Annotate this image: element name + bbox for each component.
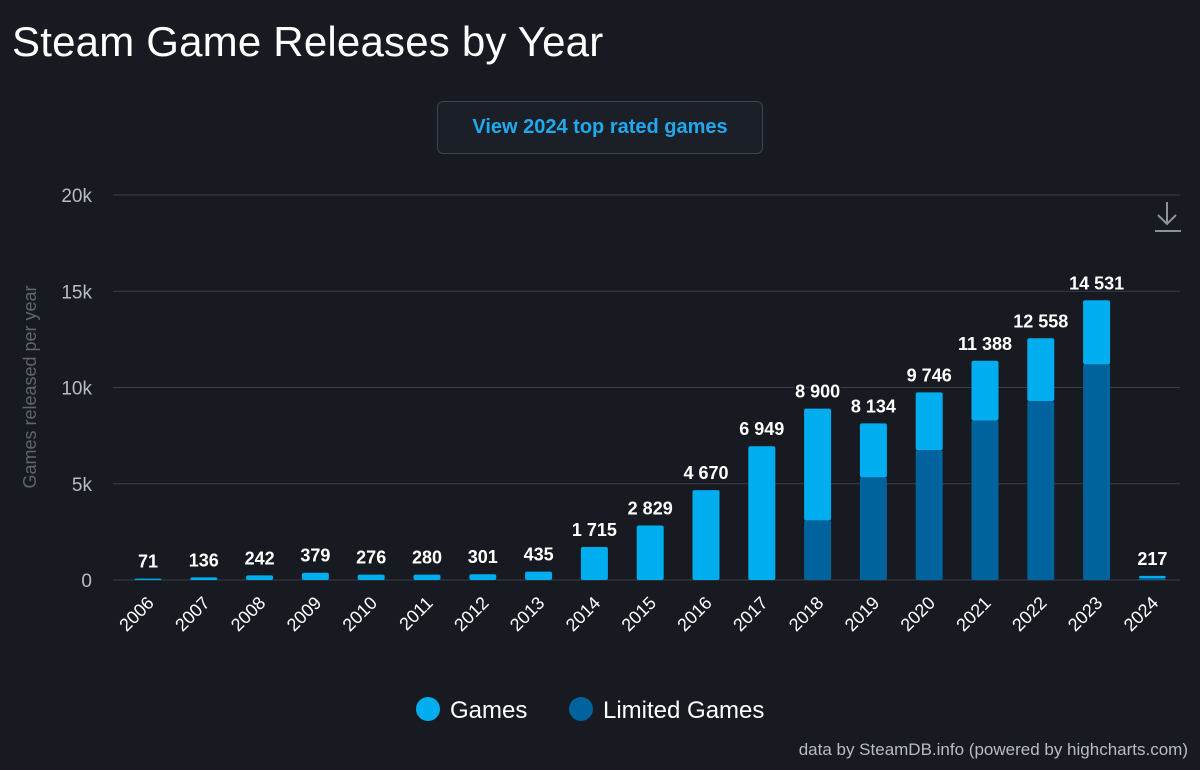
x-tick-label-2016: 2016 xyxy=(673,593,715,635)
bar-limited-games-2024[interactable] xyxy=(1138,577,1166,580)
bar-games-2018[interactable] xyxy=(804,408,832,521)
legend: Games Limited Games xyxy=(416,697,764,724)
bar-games-2008[interactable] xyxy=(246,575,274,580)
data-label-2006: 71 xyxy=(138,552,158,572)
data-label-2022: 12 558 xyxy=(1013,311,1068,331)
bar-limited-games-2018[interactable] xyxy=(804,520,832,580)
data-label-2021: 11 388 xyxy=(958,334,1012,354)
bar-limited-games-2021[interactable] xyxy=(971,420,999,580)
bar-games-2009[interactable] xyxy=(301,572,329,580)
data-label-2015: 2 829 xyxy=(628,499,673,519)
x-tick-label-2010: 2010 xyxy=(339,593,381,635)
top-rated-games-button[interactable]: View 2024 top rated games xyxy=(437,101,763,154)
download-icon[interactable] xyxy=(1151,196,1185,234)
data-labels: 71 136 242 379 276 280 301 435 1 715 2 829 4 670 6 … xyxy=(136,272,1168,573)
x-tick-label-2014: 2014 xyxy=(562,593,604,635)
y-tick-label: 10k xyxy=(61,379,92,400)
bar-games-2012[interactable] xyxy=(469,574,497,580)
bar-games-2006[interactable] xyxy=(134,578,162,580)
data-label-2012: 301 xyxy=(468,547,498,567)
legend-games-label[interactable]: Games xyxy=(450,697,527,724)
data-label-2016: 4 670 xyxy=(683,463,728,483)
x-tick-label-2006: 2006 xyxy=(115,593,157,635)
x-tick-label-2012: 2012 xyxy=(450,593,492,635)
bar-games-2013[interactable] xyxy=(525,571,553,580)
bar-series xyxy=(134,300,1166,580)
bar-limited-games-2022[interactable] xyxy=(1027,401,1055,580)
data-label-2019: 8 134 xyxy=(851,396,896,416)
data-label-2023: 14 531 xyxy=(1069,273,1124,293)
x-tick-label-2022: 2022 xyxy=(1008,593,1050,635)
x-tick-label-2007: 2007 xyxy=(171,593,213,635)
x-tick-label-2008: 2008 xyxy=(227,593,269,635)
x-tick-label-2009: 2009 xyxy=(283,593,325,635)
x-tick-label-2018: 2018 xyxy=(785,593,827,635)
data-label-2014: 1 715 xyxy=(572,520,617,540)
x-tick-label-2020: 2020 xyxy=(897,593,939,635)
bar-games-2011[interactable] xyxy=(413,574,441,580)
x-tick-label-2023: 2023 xyxy=(1064,593,1106,635)
y-tick-label: 15k xyxy=(61,282,92,303)
bar-games-2016[interactable] xyxy=(692,490,720,580)
bar-limited-games-2020[interactable] xyxy=(915,450,943,580)
bar-games-2014[interactable] xyxy=(580,546,608,580)
data-label-2010: 276 xyxy=(356,548,386,568)
page-title: Steam Game Releases by Year xyxy=(12,18,604,65)
data-label-2009: 379 xyxy=(300,546,330,566)
x-tick-label-2019: 2019 xyxy=(841,593,883,635)
x-tick-label-2017: 2017 xyxy=(729,593,771,635)
bar-games-2010[interactable] xyxy=(357,574,385,580)
bar-games-2024[interactable] xyxy=(1138,575,1166,578)
bar-limited-games-2023[interactable] xyxy=(1083,364,1111,580)
bar-games-2023[interactable] xyxy=(1083,300,1111,365)
x-tick-label-2011: 2011 xyxy=(395,593,437,635)
x-tick-label-2021: 2021 xyxy=(952,593,994,635)
y-axis-ticks: 0 5k 10k 15k 20k xyxy=(61,186,92,592)
y-tick-label: 5k xyxy=(72,475,93,496)
x-tick-label-2024: 2024 xyxy=(1120,593,1162,635)
data-label-2013: 435 xyxy=(524,545,554,565)
bar-games-2022[interactable] xyxy=(1027,338,1055,402)
bar-games-2007[interactable] xyxy=(190,577,218,580)
data-label-2020: 9 746 xyxy=(907,365,952,385)
credits-text[interactable]: data by SteamDB.info (powered by highcha… xyxy=(798,740,1188,759)
bar-limited-games-2019[interactable] xyxy=(859,477,887,580)
bar-games-2019[interactable] xyxy=(859,423,887,478)
data-label-2011: 280 xyxy=(412,548,442,568)
legend-games-swatch[interactable] xyxy=(416,697,440,721)
data-label-2008: 242 xyxy=(245,548,275,568)
x-tick-label-2015: 2015 xyxy=(618,593,660,635)
data-label-2017: 6 949 xyxy=(739,419,784,439)
bar-games-2015[interactable] xyxy=(636,525,664,580)
y-axis-label: Games released per year xyxy=(20,285,40,488)
y-tick-label: 0 xyxy=(81,571,92,592)
y-tick-label: 20k xyxy=(61,186,92,207)
bar-games-2017[interactable] xyxy=(748,446,776,580)
data-label-2018: 8 900 xyxy=(795,382,840,402)
x-tick-label-2013: 2013 xyxy=(506,593,548,635)
bar-games-2020[interactable] xyxy=(915,392,943,451)
bar-games-2021[interactable] xyxy=(971,360,999,421)
legend-limited-label[interactable]: Limited Games xyxy=(603,697,764,724)
grid-lines xyxy=(113,194,1180,581)
data-label-2007: 136 xyxy=(189,550,219,570)
x-axis-ticks: 2006 2007 2008 2009 2010 2011 2012 2013 2014 2015… xyxy=(115,593,1162,635)
legend-limited-swatch[interactable] xyxy=(569,697,593,721)
data-label-2024: 217 xyxy=(1137,549,1167,569)
